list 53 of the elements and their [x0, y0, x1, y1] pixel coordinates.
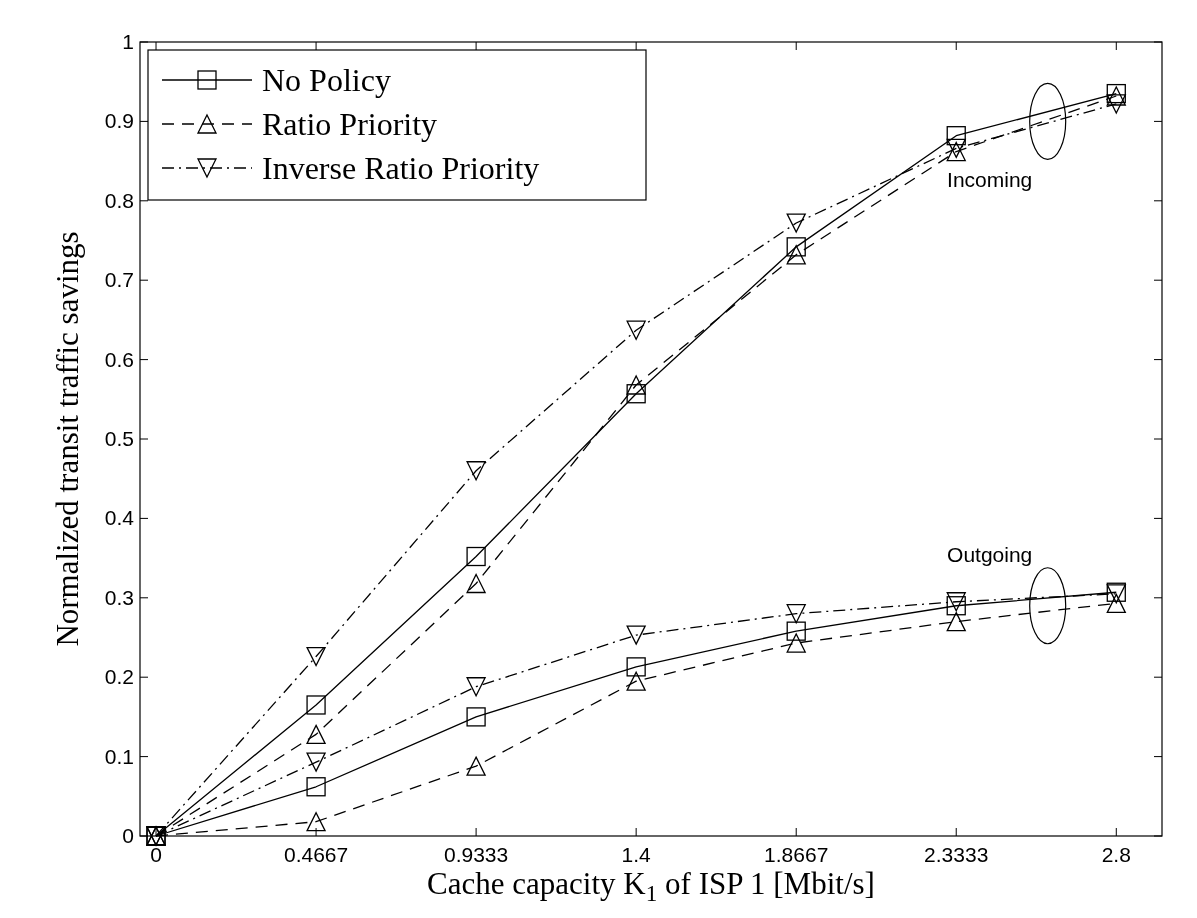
point [626, 375, 646, 395]
point [786, 621, 806, 641]
point [626, 384, 646, 404]
point [786, 213, 806, 233]
y-tick-label: 0 [122, 824, 134, 847]
x-tick-label: 0.9333 [443, 843, 509, 866]
point [466, 546, 486, 567]
point [626, 320, 646, 340]
y-tick-label: 0.4 [104, 506, 135, 530]
y-tick-label: 0.5 [104, 427, 134, 450]
x-tick-label: 1.8667 [764, 843, 829, 866]
point [466, 461, 486, 481]
y-tick-label: 0.6 [104, 347, 134, 371]
point [786, 604, 806, 624]
x-tick-label: 0 [150, 843, 162, 866]
point [466, 756, 486, 776]
x-tick-label: 2.3333 [924, 843, 989, 866]
x-tick-label: 1.4 [621, 843, 652, 866]
annotation: Incoming [947, 168, 1033, 192]
legend-label: Inverse Ratio Priority [262, 150, 540, 186]
x-axis-title: Cache capacity K$_{1}$ of ISP 1 [Mbit/s] [427, 866, 875, 906]
point [786, 245, 806, 265]
point [626, 657, 646, 677]
y-tick-label: 1 [122, 30, 134, 53]
point [1106, 94, 1126, 114]
annotation: Outgoing [947, 542, 1033, 566]
point [306, 646, 326, 667]
point [946, 126, 966, 146]
point [306, 695, 326, 715]
point [306, 724, 326, 745]
legend-label: Ratio Priority [262, 106, 438, 142]
point [626, 625, 646, 645]
y-tick-label: 0.3 [104, 585, 134, 609]
y-tick-label: 0.2 [104, 665, 134, 689]
point [786, 237, 806, 257]
point [306, 752, 326, 772]
point [306, 812, 326, 832]
point [946, 611, 966, 632]
x-tick-label: 0.4667 [283, 843, 349, 866]
y-tick-label: 0.9 [104, 109, 134, 133]
y-tick-label: 0.1 [104, 744, 134, 768]
y-tick-label: 0.7 [104, 268, 134, 292]
y-tick-label: 0.8 [104, 188, 134, 212]
point [1106, 593, 1126, 614]
point [466, 677, 486, 697]
point [626, 671, 646, 691]
y-axis-title: Normalized transit traffic savings [50, 231, 85, 647]
legend-label: No Policy [262, 62, 391, 98]
point [466, 573, 486, 594]
x-tick-label: 2.8 [1101, 843, 1131, 866]
point [306, 777, 326, 797]
point [466, 707, 486, 727]
point [786, 633, 806, 653]
